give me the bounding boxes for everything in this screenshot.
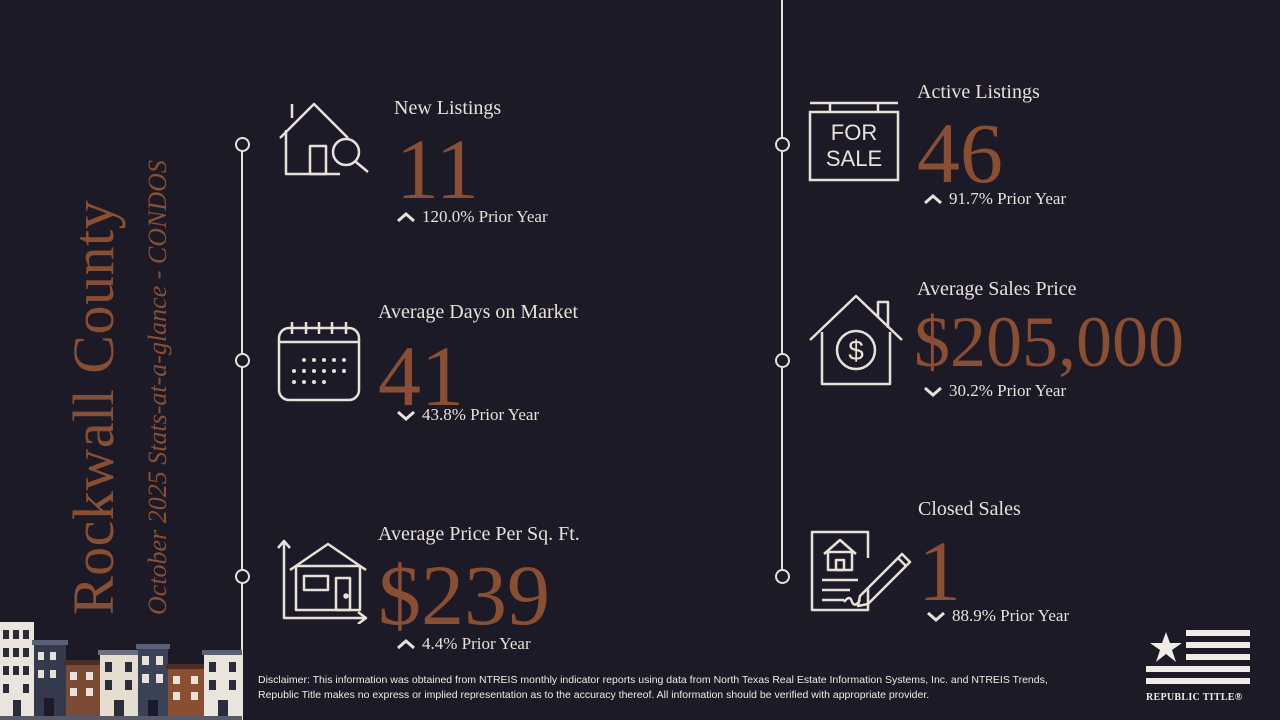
house-dollar-icon: $: [809, 294, 903, 386]
contract-sign-icon: [810, 530, 912, 612]
report-subtitle: October 2025 Stats-at-a-glance - CONDOS: [143, 160, 172, 615]
chevron-up-icon: [397, 212, 415, 223]
townhouse-illustration: [0, 622, 242, 720]
for-sale-sign-icon: FOR SALE: [808, 100, 900, 182]
avg-price-sqft-label: Average Price Per Sq. Ft.: [378, 523, 580, 545]
avg-price-sqft-value: $239: [378, 547, 550, 643]
new-listings-change: 120.0% Prior Year: [396, 207, 548, 227]
active-listings-label: Active Listings: [917, 81, 1040, 103]
house-search-icon: [279, 102, 369, 176]
right-timeline: [781, 0, 783, 577]
svg-text:$: $: [848, 335, 864, 366]
avg-days-change: 43.8% Prior Year: [396, 405, 539, 425]
chevron-up-icon: [924, 194, 942, 205]
avg-days-label: Average Days on Market: [378, 301, 579, 323]
republic-title-flag-logo: [1146, 630, 1250, 684]
left-timeline: [241, 144, 243, 720]
active-listings-change-text: 91.7% Prior Year: [949, 189, 1067, 208]
closed-sales-label: Closed Sales: [918, 498, 1021, 520]
for-sale-text: FOR SALE: [825, 120, 883, 171]
chevron-down-icon: [397, 410, 415, 421]
timeline-dot: [775, 137, 790, 152]
disclaimer: Disclaimer: This information was obtaine…: [258, 674, 1048, 701]
new-listings-value: 11: [396, 121, 479, 217]
timeline-dot: [775, 569, 790, 584]
avg-price-sqft-change: 4.4% Prior Year: [396, 634, 531, 654]
avg-sales-price-change: 30.2% Prior Year: [923, 381, 1066, 401]
timeline-dot: [775, 353, 790, 368]
avg-sales-price-change-text: 30.2% Prior Year: [949, 381, 1067, 400]
house-chart-icon: [277, 539, 368, 624]
chevron-up-icon: [397, 639, 415, 650]
timeline-dot: [235, 353, 250, 368]
closed-sales-value: 1: [918, 523, 961, 619]
closed-sales-change-text: 88.9% Prior Year: [952, 606, 1070, 625]
timeline-dot: [235, 569, 250, 584]
avg-sales-price-value: $205,000: [914, 302, 1184, 382]
chevron-down-icon: [927, 611, 945, 622]
new-listings-label: New Listings: [394, 97, 502, 119]
new-listings-change-text: 120.0% Prior Year: [422, 207, 548, 226]
active-listings-value: 46: [917, 105, 1003, 201]
republic-title-logo-text: REPUBLIC TITLE®: [1146, 692, 1243, 703]
avg-days-value: 41: [378, 328, 464, 424]
calendar-icon: [277, 322, 361, 402]
closed-sales-change: 88.9% Prior Year: [926, 606, 1069, 626]
avg-days-change-text: 43.8% Prior Year: [422, 405, 540, 424]
avg-price-sqft-change-text: 4.4% Prior Year: [422, 634, 531, 653]
timeline-dot: [235, 137, 250, 152]
county-title: Rockwall County: [61, 199, 126, 615]
avg-sales-price-label: Average Sales Price: [917, 278, 1077, 300]
active-listings-change: 91.7% Prior Year: [923, 189, 1066, 209]
chevron-down-icon: [924, 386, 942, 397]
